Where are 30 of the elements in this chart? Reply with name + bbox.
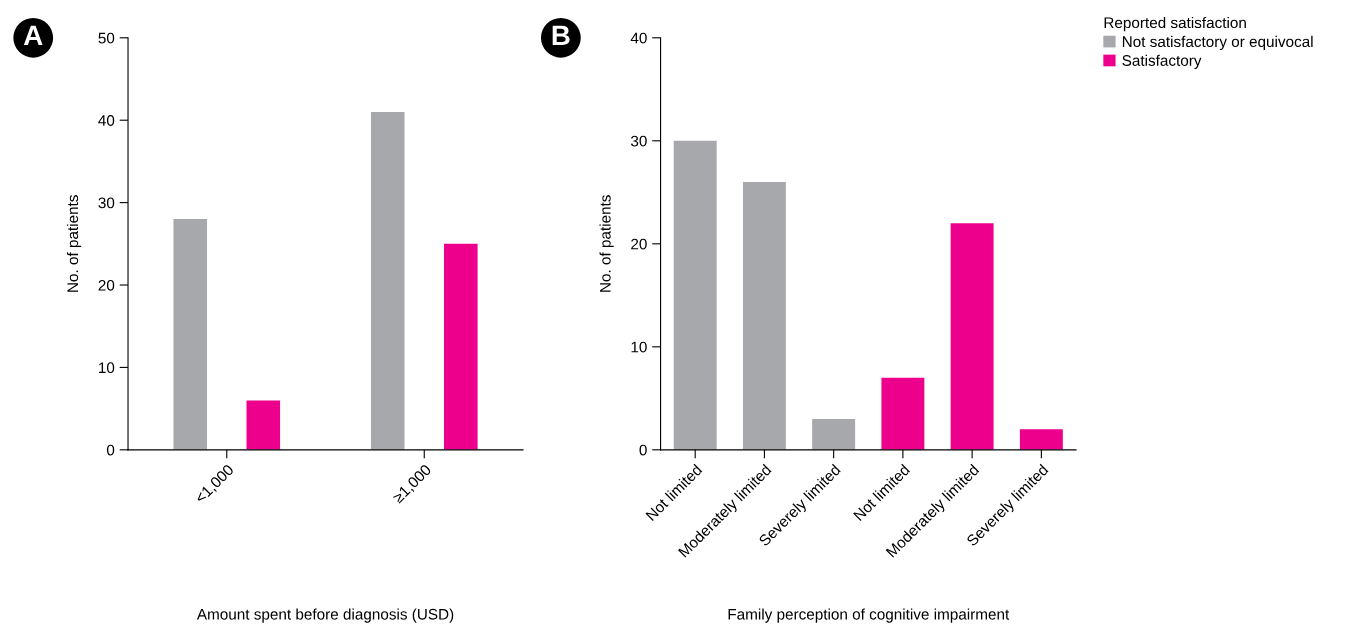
y-tick-label: 30 [98,197,115,209]
bar [246,400,281,450]
y-tick-label: 10 [99,362,115,374]
x-axis-title: Family perception of cognitive impairment [728,608,1010,623]
bar [173,219,208,450]
legend-label: Not satisfactory or equivocal [1122,35,1313,51]
legend-label: Satisfactory [1122,54,1202,69]
bar [881,377,925,450]
bar [742,182,786,450]
y-tick-label: 40 [630,32,647,44]
y-tick-label: 0 [106,444,115,456]
chart-title: A [23,25,43,45]
y-tick-label: 10 [631,341,647,353]
bar [1019,429,1063,450]
bar [812,418,856,450]
y-tick-label: 30 [630,135,647,147]
chart-title: B [552,25,570,45]
y-axis-title: No. of patients [66,195,82,292]
y-tick-label: 40 [98,115,115,126]
y-tick-label: 50 [98,32,115,44]
y-tick-label: 20 [631,238,647,250]
bar [444,243,478,450]
y-tick-label: 0 [639,444,647,456]
bar [370,111,405,450]
y-axis-title: No. of patients [599,195,614,292]
bar [950,223,994,450]
y-tick-label: 20 [98,279,115,291]
bar [673,140,717,450]
x-axis-title: Amount spent before diagnosis (USD) [196,608,454,623]
legend-title: Reported satisfaction [1104,16,1246,32]
